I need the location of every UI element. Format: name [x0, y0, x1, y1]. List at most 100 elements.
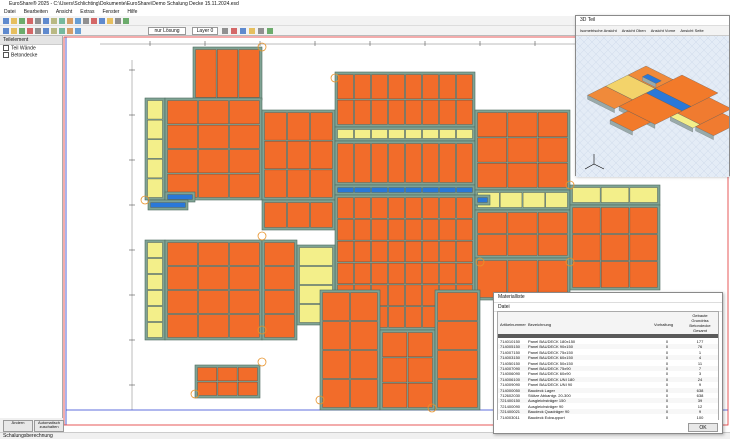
formwork-panel [500, 192, 523, 208]
status-text: Schalungsberechnung [3, 433, 53, 439]
tool-icon[interactable] [19, 28, 25, 34]
tool-icon[interactable] [115, 18, 121, 24]
tool-icon[interactable] [43, 28, 49, 34]
formwork-panel [439, 262, 456, 284]
tool-icon[interactable] [83, 18, 89, 24]
button[interactable]: Automatisch zuschalten [34, 420, 64, 432]
cell: Baudeck Quadräger 90 [528, 409, 570, 415]
view-tab[interactable]: Ansicht Seite [680, 28, 704, 33]
tool-icon[interactable] [99, 18, 105, 24]
formwork-panel [299, 247, 333, 266]
formwork-panel [456, 143, 473, 183]
tool-icon[interactable] [35, 28, 41, 34]
anchor-ring [427, 403, 437, 413]
cell: Panel BAUDECK 60x90 [528, 371, 571, 377]
tool-icon[interactable] [75, 28, 81, 34]
tool-icon[interactable] [59, 28, 65, 34]
tool-icon[interactable] [267, 28, 273, 34]
tool-icon[interactable] [11, 18, 17, 24]
view-tab[interactable]: Ansicht Oben [621, 28, 646, 33]
formwork-panel [422, 187, 439, 193]
tool-icon[interactable] [107, 18, 113, 24]
formwork-panel [388, 219, 405, 241]
cell: 714000050 [500, 387, 521, 393]
formwork-panel [198, 149, 229, 174]
formwork-panel [371, 99, 388, 125]
tool-icon[interactable] [123, 18, 129, 24]
tool-icon[interactable] [231, 28, 237, 34]
tool-icon[interactable] [35, 18, 41, 24]
tool-icon[interactable] [51, 18, 57, 24]
tool-icon[interactable] [3, 28, 9, 34]
formwork-panel [405, 143, 422, 183]
cell: 9 [698, 382, 702, 388]
formwork-panel [350, 379, 378, 408]
tool-icon[interactable] [258, 28, 264, 34]
formwork-panel [388, 284, 405, 306]
formwork-panel [310, 202, 333, 228]
formwork-panel [456, 197, 473, 219]
formwork-panel [388, 262, 405, 284]
menu-item[interactable]: Datei [4, 9, 16, 15]
tool-icon[interactable] [222, 28, 228, 34]
menu-item[interactable]: Hilfe [127, 9, 138, 15]
cell: Ausgleichsträger 150 [528, 398, 566, 404]
table-row: 714003150 Panel BAUDECK 60x150 0 4 [498, 355, 718, 361]
formwork-panel [422, 129, 439, 139]
button[interactable]: Ändern [3, 420, 33, 432]
formwork-panel [147, 242, 163, 258]
cell: 7 [698, 366, 702, 371]
formwork-panel [150, 202, 186, 208]
tool-icon[interactable] [75, 18, 81, 24]
cell: 638 [696, 387, 704, 393]
cell: 0 [665, 403, 669, 409]
formwork-panel [198, 242, 229, 266]
formwork-panel [354, 74, 371, 100]
view-tab[interactable]: Isometrische Ansicht [580, 28, 617, 33]
formwork-panel [322, 321, 350, 350]
table-row: 714010150 Panel BAUDECK 180x150 0 177 [498, 339, 718, 344]
formwork-panel [382, 383, 408, 408]
column-header: Bezeichnung [528, 322, 552, 327]
layer-select[interactable]: Layer 0 [192, 27, 218, 35]
mode-select[interactable]: nur Lösung [148, 27, 186, 35]
tool-icon[interactable] [240, 28, 246, 34]
formwork-panel [337, 143, 354, 183]
ok-button[interactable]: OK [688, 423, 718, 432]
cell: 39 [697, 398, 703, 404]
tree-item[interactable]: Betondecke [0, 52, 62, 59]
menu-item[interactable]: Ansicht [55, 9, 73, 15]
tool-icon[interactable] [59, 18, 65, 24]
formwork-panel [407, 383, 433, 408]
tool-icon[interactable] [91, 18, 97, 24]
view-tab[interactable]: Ansicht Vorne [650, 28, 676, 33]
tool-icon[interactable] [67, 28, 73, 34]
tool-icon[interactable] [67, 18, 73, 24]
tool-icon[interactable] [43, 18, 49, 24]
formwork-panel [350, 350, 378, 379]
button-row: Ändern Automatisch zuschalten [0, 418, 64, 432]
formwork-panel [601, 207, 629, 234]
tool-icon[interactable] [3, 18, 9, 24]
table-row: 714007150 Panel BAUDECK 75x150 0 1 [498, 349, 718, 355]
tree-item[interactable]: Teil Wände [0, 45, 62, 52]
iso-edge [695, 126, 714, 140]
formwork-panel [388, 143, 405, 183]
table-row: 714003011 Baudeck Ecksupport 0 100 [498, 414, 718, 420]
formwork-panel [310, 141, 333, 169]
tool-icon[interactable] [27, 18, 33, 24]
tool-icon[interactable] [51, 28, 57, 34]
mode-label: nur Lösung [154, 28, 180, 34]
tool-icon[interactable] [27, 28, 33, 34]
view-grid [681, 128, 730, 178]
cell: 721400150 [500, 398, 521, 404]
formwork-panel [422, 262, 439, 284]
tool-icon[interactable] [19, 18, 25, 24]
formwork-panel [388, 241, 405, 263]
menu-item[interactable]: Fenster [102, 9, 120, 15]
menu-item[interactable]: Extras [80, 9, 95, 15]
tool-icon[interactable] [11, 28, 17, 34]
tool-icon[interactable] [249, 28, 255, 34]
menu-item[interactable]: Bearbeiten [23, 9, 48, 15]
formwork-panel [388, 99, 405, 125]
